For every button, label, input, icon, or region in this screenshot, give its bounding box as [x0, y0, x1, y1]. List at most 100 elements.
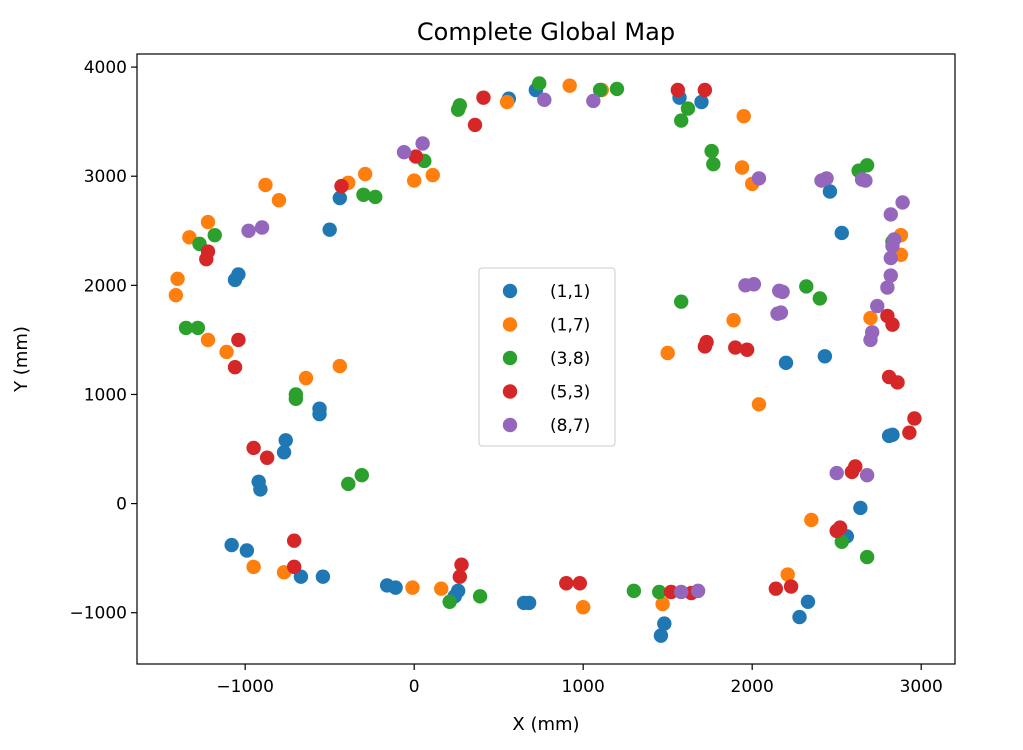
chart-title: Complete Global Map [417, 18, 675, 46]
data-point [885, 427, 900, 443]
data-point [734, 160, 750, 175]
y-tick-label: 0 [116, 495, 127, 515]
data-point [472, 589, 488, 604]
data-point [770, 306, 785, 321]
data-point [690, 583, 706, 599]
data-point [609, 81, 625, 97]
data-point [880, 280, 895, 295]
data-point [863, 310, 878, 326]
y-tick-label: 2000 [84, 276, 127, 296]
data-point [239, 543, 255, 558]
legend-items: (1,1) (1,7) (3,8) (5,3) (8,7) [502, 282, 590, 436]
data-point [259, 450, 275, 465]
data-point [246, 559, 261, 575]
data-point [626, 583, 642, 599]
data-point [476, 90, 491, 105]
data-point [674, 113, 689, 128]
data-point [655, 596, 670, 612]
data-point [200, 332, 216, 348]
data-point [454, 557, 469, 572]
data-point [883, 207, 898, 222]
data-point [258, 177, 273, 193]
data-point [276, 445, 292, 460]
data-point [751, 171, 767, 186]
data-point [728, 340, 743, 355]
data-point [368, 189, 383, 205]
data-point [859, 549, 875, 565]
data-point [332, 190, 348, 206]
data-point [200, 214, 216, 230]
data-point [537, 92, 552, 108]
data-point [799, 279, 814, 294]
data-point [907, 411, 922, 426]
data-point [660, 345, 675, 361]
data-point [739, 342, 755, 357]
data-point [663, 584, 679, 600]
data-point [859, 158, 875, 173]
data-point [895, 195, 910, 210]
data-point [521, 595, 537, 611]
data-point [844, 464, 860, 480]
data-point [834, 225, 849, 241]
data-point [859, 468, 875, 483]
x-axis: −1000 0 1000 2000 3000 [216, 664, 943, 697]
data-point [298, 370, 314, 386]
data-point [288, 391, 304, 407]
data-point [312, 406, 327, 422]
data-point [780, 567, 795, 582]
data-point [890, 375, 905, 390]
series-2 [178, 76, 900, 609]
legend-marker [502, 350, 518, 366]
data-point [532, 76, 547, 91]
legend-box [478, 267, 616, 447]
data-point [227, 359, 243, 375]
data-point [768, 581, 784, 596]
data-point [207, 227, 222, 243]
data-point [396, 145, 412, 160]
data-point [657, 616, 672, 631]
data-point [405, 580, 420, 595]
legend-marker [502, 317, 518, 332]
data-point [819, 171, 834, 186]
data-point [804, 512, 819, 528]
x-tick-label: 1000 [562, 677, 605, 697]
x-tick-label: 2000 [731, 677, 774, 697]
data-point [783, 579, 799, 594]
data-point [170, 271, 185, 286]
data-point [178, 320, 194, 336]
legend-marker [502, 417, 518, 433]
data-point [434, 581, 449, 596]
data-point [653, 628, 669, 643]
data-point [586, 93, 601, 109]
series-3 [199, 82, 922, 601]
data-point [863, 332, 878, 348]
data-point [499, 94, 515, 110]
data-point [854, 172, 870, 187]
data-point [168, 287, 184, 303]
data-point [853, 500, 868, 516]
data-point [751, 397, 767, 412]
data-point [746, 277, 762, 292]
data-point [278, 433, 293, 448]
data-point [902, 425, 917, 440]
data-point [680, 101, 696, 116]
data-point [800, 594, 816, 609]
series-4 [241, 92, 910, 600]
data-point [674, 584, 689, 600]
data-point [792, 609, 807, 625]
data-point [406, 173, 422, 188]
legend-label: (5,3) [550, 383, 590, 403]
data-point [829, 465, 844, 481]
data-point [354, 468, 369, 483]
data-point [726, 313, 741, 328]
data-point [253, 482, 268, 497]
data-point [357, 166, 373, 182]
data-point [592, 82, 608, 98]
data-point [885, 238, 900, 254]
data-point [885, 317, 900, 332]
legend: (1,1) (1,7) (3,8) (5,3) (8,7) [478, 267, 616, 447]
data-point [408, 149, 424, 164]
data-point [812, 291, 827, 306]
data-point [231, 332, 246, 348]
data-point [241, 223, 256, 238]
